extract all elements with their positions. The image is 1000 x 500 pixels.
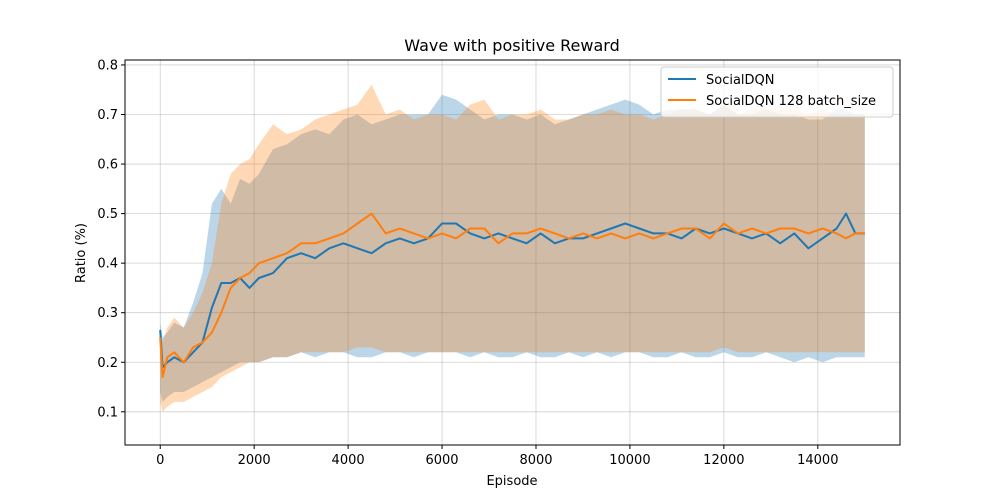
band-socialdqn bbox=[160, 94, 865, 402]
y-tick-label: 0.4 bbox=[97, 257, 118, 272]
series-lines bbox=[159, 212, 865, 379]
x-tick-label: 12000 bbox=[703, 453, 744, 468]
band-socialdqn-128-batch-size bbox=[160, 84, 865, 412]
confidence-bands bbox=[160, 84, 865, 412]
y-tick-label: 0.3 bbox=[97, 306, 118, 321]
plot-frame bbox=[124, 59, 901, 446]
x-tick-label: 10000 bbox=[609, 453, 650, 468]
series-line-socialdqn bbox=[159, 212, 865, 369]
y-tick-label: 0.1 bbox=[97, 405, 118, 420]
x-tick-label: 2000 bbox=[238, 453, 271, 468]
y-axis-label: Ratio (%) bbox=[74, 223, 89, 283]
legend: SocialDQN SocialDQN 128 batch_size bbox=[660, 66, 894, 118]
y-tick-label: 0.2 bbox=[97, 356, 118, 371]
y-axis-ticks: 0.1 0.2 0.3 0.4 0.5 0.6 0.7 0.8 bbox=[97, 58, 125, 420]
series-line-socialdqn-128-batch-size bbox=[159, 212, 865, 379]
y-tick-label: 0.8 bbox=[97, 58, 118, 73]
legend-label-socialdqn: SocialDQN bbox=[706, 73, 775, 88]
x-tick-label: 14000 bbox=[797, 453, 838, 468]
x-axis-ticks: 0 2000 4000 6000 8000 10000 12000 14000 bbox=[156, 445, 838, 468]
y-tick-label: 0.6 bbox=[97, 158, 118, 173]
y-tick-label: 0.5 bbox=[97, 207, 118, 222]
x-tick-label: 4000 bbox=[332, 453, 365, 468]
grid bbox=[125, 60, 900, 445]
chart-title: Wave with positive Reward bbox=[404, 36, 619, 55]
x-tick-label: 6000 bbox=[425, 453, 458, 468]
x-tick-label: 8000 bbox=[519, 453, 552, 468]
y-tick-label: 0.7 bbox=[97, 108, 118, 123]
x-axis-label: Episode bbox=[486, 474, 537, 489]
legend-box bbox=[660, 66, 894, 118]
legend-label-socialdqn-128: SocialDQN 128 batch_size bbox=[706, 94, 876, 109]
x-tick-label: 0 bbox=[156, 453, 164, 468]
